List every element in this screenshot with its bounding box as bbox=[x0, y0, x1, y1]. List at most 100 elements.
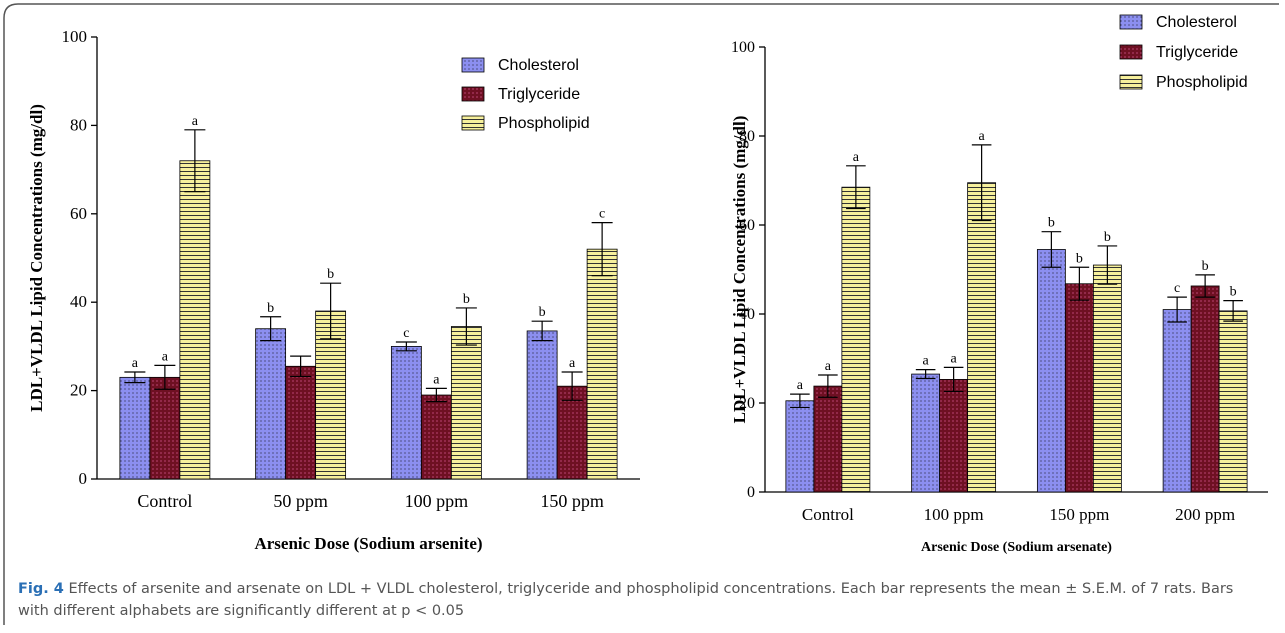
error-bar bbox=[1223, 300, 1243, 322]
caption-text: Effects of arsenite and arsenate on LDL … bbox=[18, 581, 1234, 619]
y-tick-label: 80 bbox=[739, 128, 755, 145]
x-tick-label: 200 ppm bbox=[1175, 505, 1235, 524]
error-bar bbox=[184, 129, 206, 193]
error-bar bbox=[455, 307, 477, 346]
error-bar bbox=[846, 165, 866, 210]
significance-letter: a bbox=[797, 378, 804, 393]
error-bar bbox=[915, 369, 936, 380]
bar bbox=[255, 328, 287, 480]
bar bbox=[526, 330, 558, 480]
legend-label: Triglyceride bbox=[498, 86, 580, 103]
error-bar bbox=[591, 222, 613, 277]
error-bar bbox=[395, 341, 417, 352]
significance-letter: b bbox=[463, 292, 470, 307]
x-tick-label: Control bbox=[137, 491, 192, 511]
significance-letter: a bbox=[825, 359, 832, 374]
y-tick-label: 20 bbox=[70, 381, 87, 400]
significance-letter: a bbox=[853, 150, 860, 165]
error-bar bbox=[1041, 231, 1062, 268]
legend-label: Cholesterol bbox=[1156, 14, 1237, 31]
significance-letter: a bbox=[433, 372, 440, 387]
significance-letter: a bbox=[192, 114, 199, 129]
bar bbox=[450, 326, 482, 480]
error-bar bbox=[818, 374, 838, 398]
y-axis-title: LDL+VLDL Lipid Concentrations (mg/dl) bbox=[730, 116, 749, 424]
y-tick-label: 60 bbox=[70, 204, 87, 223]
significance-letter: a bbox=[569, 356, 576, 371]
y-tick-label: 60 bbox=[739, 217, 755, 234]
bar bbox=[841, 186, 871, 493]
bar bbox=[1064, 283, 1094, 493]
significance-letter: b bbox=[1104, 230, 1111, 245]
error-bar bbox=[790, 393, 810, 409]
error-bar bbox=[943, 366, 964, 393]
legend-swatch bbox=[461, 57, 485, 73]
legend-swatch bbox=[461, 115, 485, 131]
error-bar bbox=[561, 371, 583, 401]
y-tick-label: 40 bbox=[739, 306, 755, 323]
bar bbox=[1218, 310, 1248, 493]
significance-letter: c bbox=[599, 207, 605, 222]
significance-letter: b bbox=[539, 305, 546, 320]
bar bbox=[390, 345, 422, 480]
error-bar bbox=[1167, 296, 1187, 323]
significance-letter: b bbox=[327, 267, 334, 282]
x-tick-label: 150 ppm bbox=[1049, 505, 1109, 524]
x-tick-label: 100 ppm bbox=[924, 505, 984, 524]
legend-swatch bbox=[1119, 74, 1143, 90]
significance-letter: b bbox=[1230, 285, 1237, 300]
x-tick-label: 150 ppm bbox=[540, 491, 604, 511]
x-tick-label: Control bbox=[802, 505, 854, 524]
error-bar bbox=[1097, 245, 1118, 285]
significance-letter: b bbox=[1076, 251, 1083, 266]
error-bar bbox=[290, 355, 312, 378]
y-tick-label: 80 bbox=[70, 115, 87, 134]
significance-letter: a bbox=[162, 349, 169, 364]
y-axis-title: LDL+VLDL Lipid Concentrations (mg/dl) bbox=[27, 104, 46, 412]
significance-letter: c bbox=[1174, 281, 1180, 296]
error-bar bbox=[425, 387, 447, 403]
y-tick-label: 100 bbox=[62, 27, 88, 46]
bar bbox=[939, 379, 969, 493]
bar bbox=[119, 376, 151, 480]
error-bar bbox=[260, 316, 282, 342]
x-axis-title: Arsenic Dose (Sodium arsenite) bbox=[254, 534, 482, 553]
caption: Fig. 4 Effects of arsenite and arsenate … bbox=[18, 578, 1258, 622]
y-tick-label: 0 bbox=[747, 484, 755, 501]
error-bar bbox=[531, 320, 553, 342]
bar bbox=[586, 248, 618, 480]
bar bbox=[1162, 309, 1192, 493]
significance-letter: b bbox=[267, 301, 274, 316]
bar bbox=[149, 376, 181, 480]
bar bbox=[556, 385, 588, 480]
significance-letter: b bbox=[1202, 259, 1209, 274]
bar bbox=[813, 385, 843, 493]
significance-letter: a bbox=[979, 129, 986, 144]
error-bar bbox=[320, 282, 342, 340]
bar bbox=[785, 400, 815, 493]
significance-letter: c bbox=[403, 326, 409, 341]
x-axis-title: Arsenic Dose (Sodium arsenate) bbox=[921, 540, 1112, 555]
error-bar bbox=[1195, 274, 1215, 298]
bar bbox=[285, 365, 317, 480]
bar bbox=[1036, 249, 1066, 493]
y-tick-label: 20 bbox=[739, 395, 755, 412]
bar bbox=[179, 160, 211, 480]
error-bar bbox=[154, 364, 176, 390]
y-tick-label: 0 bbox=[79, 469, 88, 488]
significance-letter: a bbox=[951, 351, 958, 366]
legend-label: Cholesterol bbox=[498, 57, 579, 74]
x-tick-label: 100 ppm bbox=[405, 491, 469, 511]
caption-label: Fig. 4 bbox=[18, 581, 64, 597]
error-bar bbox=[971, 144, 992, 222]
y-tick-label: 100 bbox=[731, 39, 755, 56]
y-tick-label: 40 bbox=[70, 292, 87, 311]
error-bar bbox=[1069, 266, 1090, 301]
legend-label: Triglyceride bbox=[1156, 44, 1238, 61]
legend-label: Phospholipid bbox=[498, 115, 590, 132]
bar bbox=[1190, 285, 1220, 493]
bar bbox=[967, 182, 997, 493]
legend-swatch bbox=[1119, 44, 1143, 60]
